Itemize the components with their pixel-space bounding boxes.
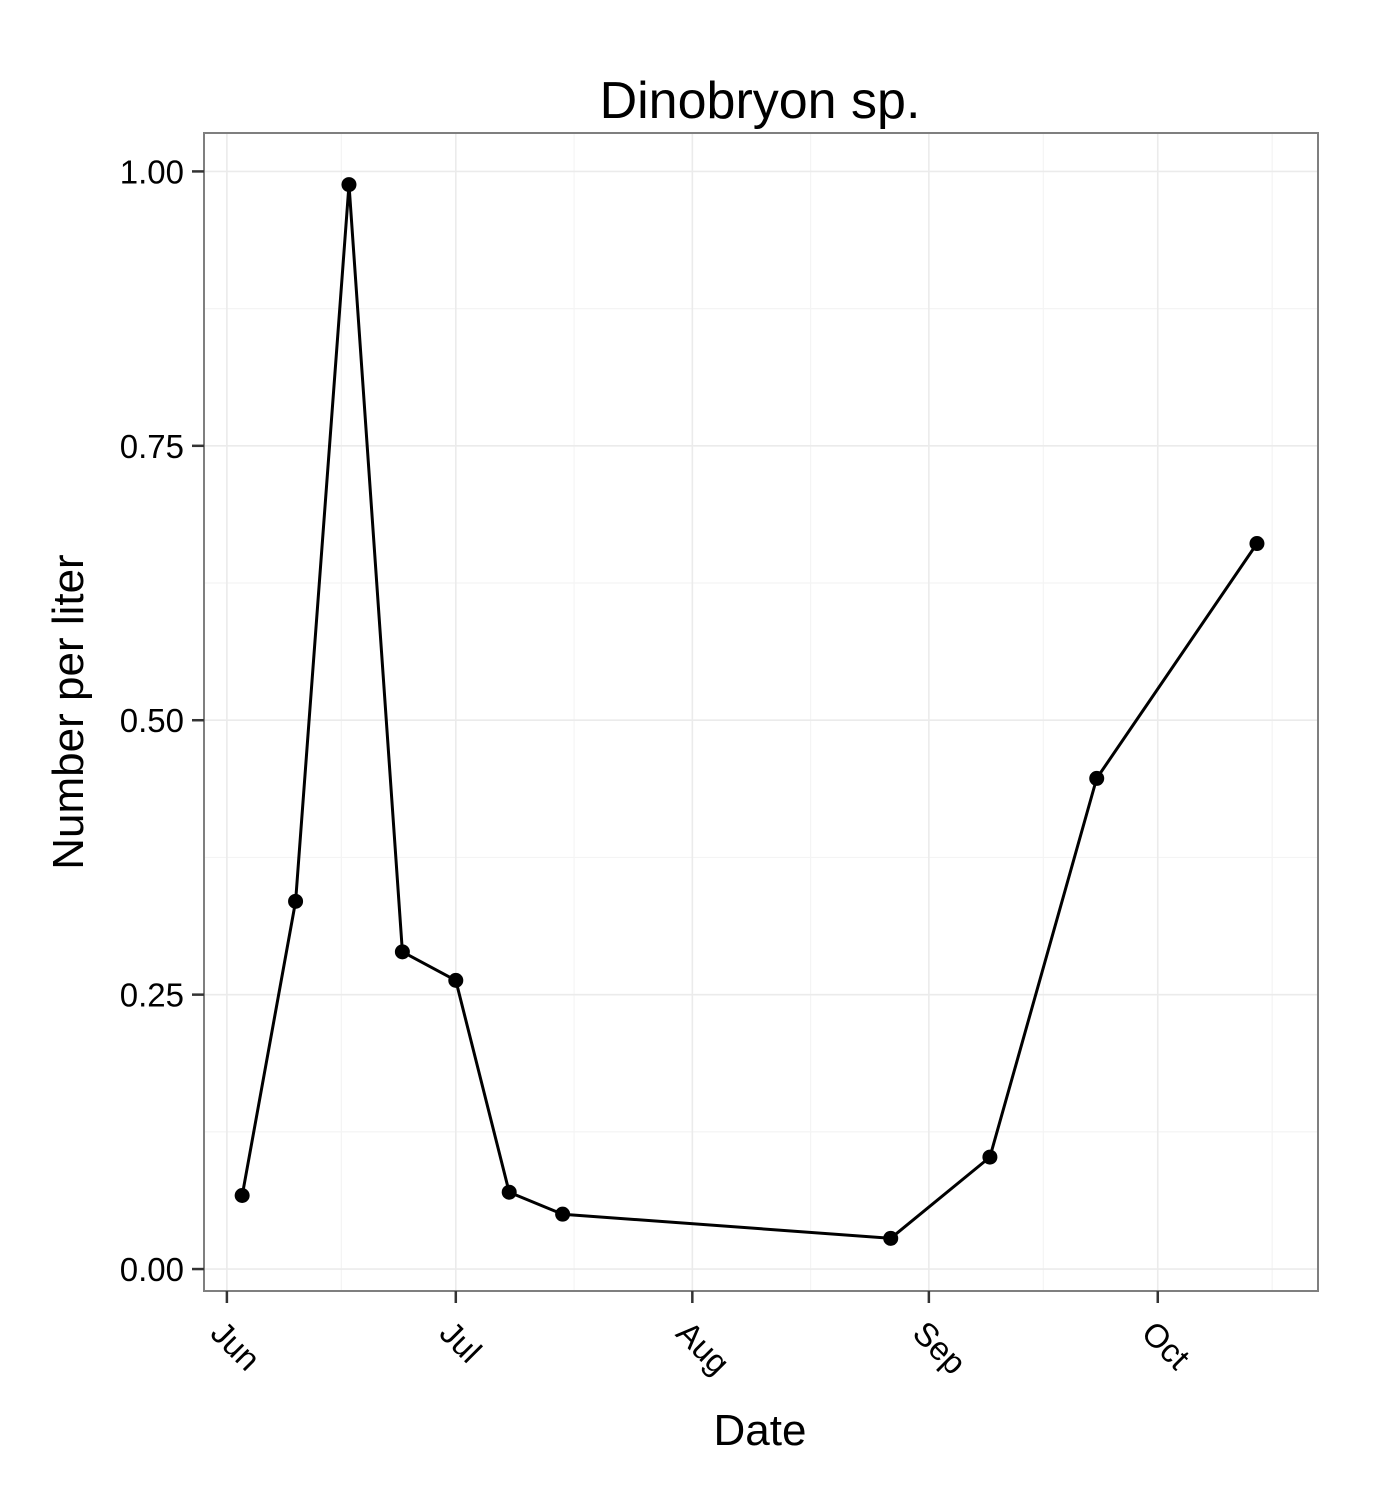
y-tick-label: 0.00 [120, 1251, 184, 1288]
data-points [234, 177, 1265, 1246]
major-gridlines [204, 133, 1318, 1291]
x-tick-label: Oct [1135, 1314, 1197, 1376]
x-tick-label: Jun [204, 1314, 268, 1378]
minor-gridlines [204, 133, 1318, 1291]
data-point [555, 1206, 571, 1222]
data-point [448, 972, 464, 988]
x-axis-title: Date [714, 1406, 807, 1455]
data-point [883, 1230, 899, 1246]
data-point [394, 944, 410, 960]
x-axis: Jun Jul Aug Sep Oct [204, 1291, 1197, 1381]
x-tick-label: Jul [433, 1314, 489, 1370]
data-point [1089, 770, 1105, 786]
x-tick-label: Sep [906, 1314, 974, 1382]
chart-title: Dinobryon sp. [600, 72, 921, 130]
y-tick-label: 0.75 [120, 428, 184, 465]
y-tick-label: 0.50 [120, 702, 184, 739]
y-axis-title: Number per liter [44, 554, 93, 869]
data-point [1249, 536, 1265, 552]
y-tick-label: 0.25 [120, 977, 184, 1014]
data-point [341, 177, 357, 193]
data-point [982, 1149, 998, 1165]
x-tick-label: Aug [669, 1314, 737, 1382]
y-axis: 0.00 0.25 0.50 0.75 1.00 [120, 153, 204, 1288]
y-tick-label: 1.00 [120, 153, 184, 190]
data-point [234, 1188, 250, 1204]
plot-panel [203, 132, 1319, 1292]
data-point [501, 1184, 517, 1200]
panel-border [203, 132, 1319, 1292]
panel-background [203, 132, 1319, 1292]
data-point [288, 893, 304, 909]
